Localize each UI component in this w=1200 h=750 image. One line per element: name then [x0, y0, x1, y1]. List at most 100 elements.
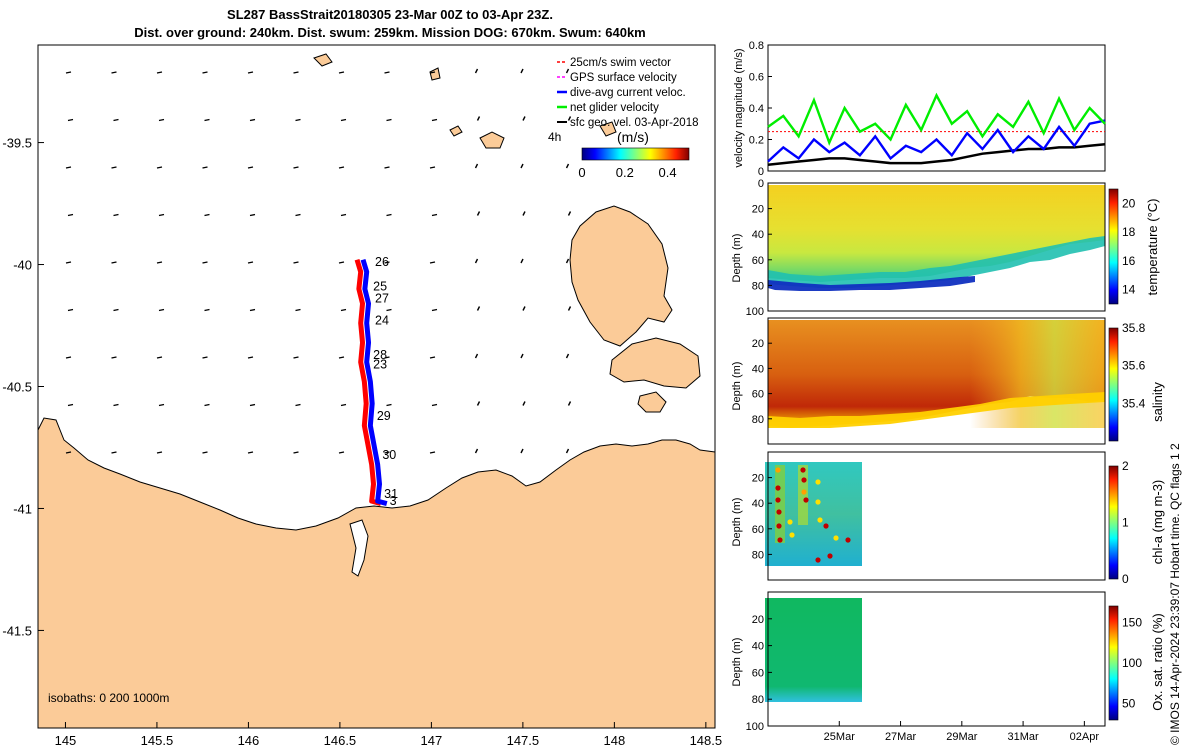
current-arrow	[67, 403, 74, 407]
chlorophyll-point	[777, 537, 783, 543]
map-xtick-label: 148.5	[690, 733, 723, 748]
salinity-clabel: salinity	[1150, 382, 1165, 422]
chlorophyll-y-axis: 20 40 60 80	[752, 473, 772, 561]
current-arrow	[249, 213, 256, 217]
current-arrow	[247, 166, 254, 169]
temperature-thermocline	[768, 236, 1105, 288]
day-label: 26	[375, 255, 389, 269]
current-arrow	[520, 68, 524, 74]
current-arrow	[67, 213, 74, 217]
chlorophyll-point	[789, 532, 795, 538]
chlorophyll-ylabel: Depth (m)	[731, 498, 743, 547]
depth-tick-label: 40	[752, 229, 764, 241]
current-arrow	[249, 403, 256, 407]
chlorophyll-bloom-1	[775, 465, 785, 543]
velocity-ytick-label: 0.2	[749, 135, 764, 147]
colorbar-tick-label: 2	[1122, 459, 1129, 473]
depth-tick-label: 20	[752, 204, 764, 216]
velocity-panel: 0 0.2 0.4 0.6 0.8 velocity magnitude (m/s)	[733, 40, 1106, 178]
current-arrow	[113, 118, 119, 122]
velocity-series-line	[767, 119, 1106, 163]
current-arrow	[293, 356, 299, 359]
chlorophyll-point	[833, 535, 839, 541]
chlorophyll-point	[827, 553, 833, 559]
current-arrow	[156, 166, 163, 169]
day-label: 28	[373, 348, 387, 362]
track-red	[354, 258, 382, 507]
map-ytick-label: -39.5	[2, 136, 32, 151]
current-arrow	[384, 261, 390, 264]
day-label: 27	[375, 292, 389, 306]
oxygen-ylabel: Depth (m)	[731, 638, 743, 687]
velocity-ylabel: velocity magnitude (m/s)	[733, 48, 745, 167]
day-label: 31	[384, 487, 398, 501]
current-arrow	[474, 68, 479, 74]
depth-tick-label: 60	[752, 667, 764, 679]
salinity-panel: 20 40 60 80 Depth (m) 35.4 35.6 35.8 salinity	[731, 317, 1165, 445]
current-arrow	[565, 163, 570, 169]
track-blue	[360, 258, 388, 507]
map-xtick-label: 147	[421, 733, 443, 748]
depth-tick-label: 60	[752, 255, 764, 267]
date-tick-label: 31Mar	[1007, 731, 1039, 743]
current-arrow	[204, 308, 210, 312]
map-x-axis: 145 145.5 146 146.5 147 147.5 148 148.5	[55, 722, 723, 748]
depth-tick-label: 60	[752, 524, 764, 536]
current-arrow	[158, 213, 165, 217]
current-arrow	[111, 356, 117, 359]
colorbar-tick-label: 35.8	[1122, 321, 1146, 335]
current-arrow	[158, 118, 165, 122]
temperature-colorbar-ticks: 14 16 18 20	[1122, 196, 1136, 296]
chlorophyll-point	[776, 523, 782, 529]
current-arrow	[111, 166, 117, 169]
colorbar-tick-label: 35.4	[1122, 396, 1146, 410]
chlorophyll-clabel: chl-a (mg m-3)	[1150, 480, 1165, 565]
current-arrow	[156, 261, 163, 264]
current-arrow	[520, 258, 524, 264]
current-arrow	[156, 356, 163, 359]
tamar-estuary	[349, 519, 369, 577]
current-arrow	[156, 71, 163, 74]
current-arrow	[431, 403, 438, 407]
current-arrow	[247, 451, 254, 454]
speed-colorbar-ticks: 0 0.2 0.4	[578, 165, 676, 180]
clarke-island	[637, 391, 667, 413]
oxygen-colorbar	[1108, 605, 1119, 721]
current-arrow	[204, 403, 210, 407]
current-arrow	[476, 306, 481, 311]
current-arrow	[295, 308, 301, 312]
chlorophyll-point	[803, 497, 809, 503]
current-arrow	[65, 451, 72, 454]
current-arrow	[474, 448, 479, 454]
chlorophyll-point	[815, 557, 821, 563]
chlorophyll-point	[801, 477, 807, 483]
oxygen-panel: 20 40 60 80 100 25Mar 27Mar 29Mar 31Mar 02Apr De…	[731, 591, 1165, 743]
current-arrow	[204, 213, 210, 217]
salinity-axes	[767, 317, 1106, 445]
colorbar-unit-label: (m/s)	[617, 129, 649, 145]
current-arrow	[567, 116, 572, 121]
current-arrow	[202, 356, 208, 359]
current-arrow	[522, 401, 526, 406]
current-arrow	[65, 261, 72, 264]
map-xtick-label: 147.5	[507, 733, 540, 748]
current-arrow	[431, 118, 438, 122]
legend-label-geo: sfc geo. vel. 03-Apr-2018	[570, 117, 699, 129]
velocity-ytick-label: 0	[758, 166, 764, 178]
current-arrow	[295, 213, 301, 217]
map-xtick-label: 148	[604, 733, 626, 748]
legend-label-net: net glider velocity	[570, 102, 659, 114]
chlorophyll-point	[800, 467, 806, 473]
current-arrow	[431, 308, 438, 312]
current-arrow	[247, 356, 254, 359]
map-legend: 25cm/s swim vector GPS surface velocity …	[548, 57, 699, 180]
current-arrow	[293, 71, 299, 74]
current-arrow	[293, 451, 299, 454]
velocity-lines	[767, 92, 1106, 166]
current-arrow	[476, 211, 481, 216]
velocity-ytick-label: 0.6	[749, 72, 764, 84]
current-arrow	[522, 116, 526, 121]
current-arrow	[111, 71, 117, 74]
current-arrow	[567, 211, 572, 216]
